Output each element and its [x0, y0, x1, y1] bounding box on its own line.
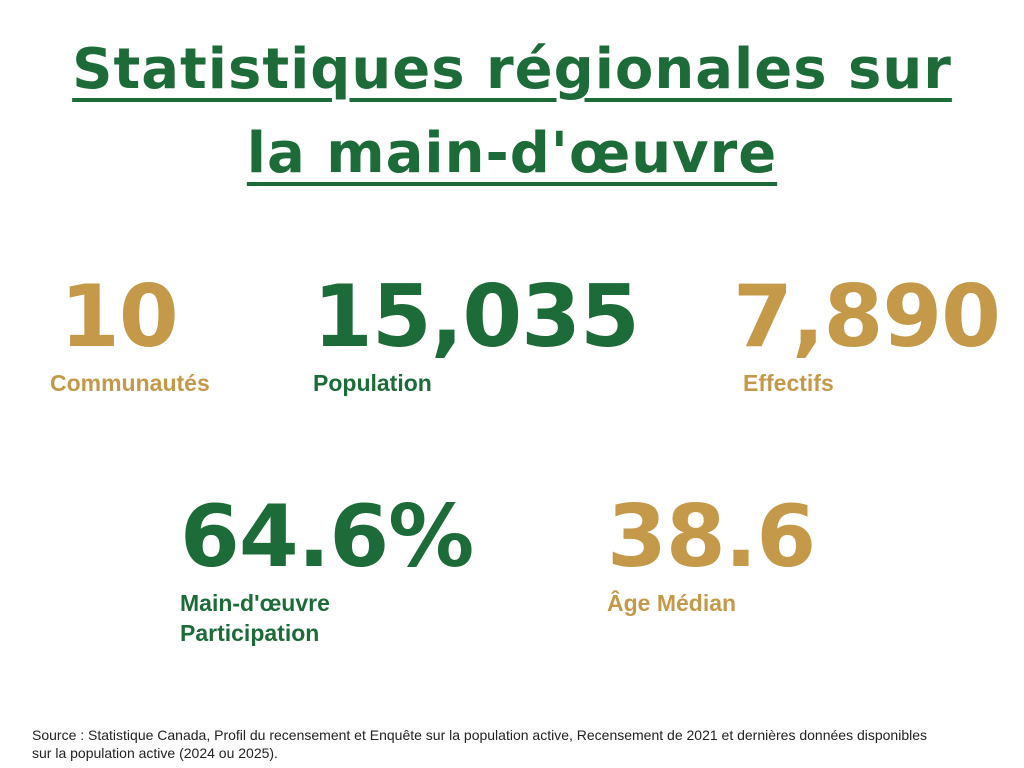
stat-participation-label: Main-d'œuvre Participation — [180, 588, 473, 648]
source-note: Source : Statistique Canada, Profil du r… — [32, 727, 928, 761]
page-title-line1: Statistiques régionales sur — [72, 37, 952, 102]
stat-participation-label-line1: Main-d'œuvre — [180, 590, 330, 616]
stat-population-label: Population — [313, 370, 432, 396]
stat-participation: 64.6% Main-d'œuvre Participation — [180, 487, 474, 648]
page-title: Statistiques régionales sur la main-d'œu… — [0, 28, 1024, 196]
stat-age-value: 38.6 — [607, 487, 816, 587]
stat-age-label: Âge Médian — [607, 590, 737, 616]
stat-effectifs: 7,890 Effectifs — [733, 267, 1001, 398]
stat-participation-value: 64.6% — [180, 487, 474, 587]
stat-age: 38.6 Âge Médian — [607, 487, 816, 618]
stat-effectifs-value: 7,890 — [733, 267, 1001, 367]
stat-communautes: 10 Communautés — [50, 272, 210, 398]
stat-effectifs-label: Effectifs — [743, 370, 834, 396]
stat-communautes-value: 10 — [60, 267, 179, 367]
stat-population-value: 15,035 — [313, 267, 640, 367]
stat-communautes-label: Communautés — [50, 370, 210, 396]
page-title-line2: la main-d'œuvre — [246, 121, 778, 186]
stat-population: 15,035 Population — [313, 267, 640, 398]
stat-participation-label-line2: Participation — [180, 620, 320, 646]
